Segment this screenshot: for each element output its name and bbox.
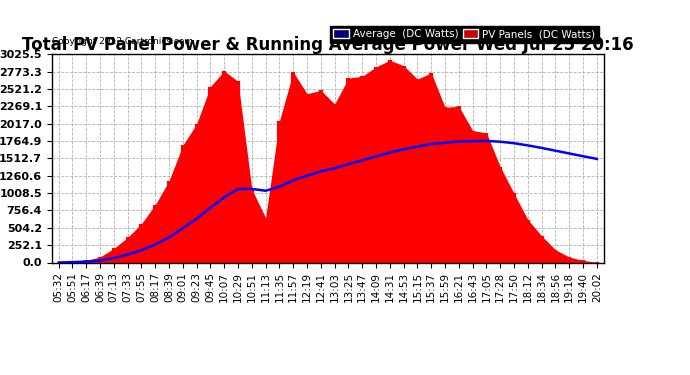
- Title: Total PV Panel Power & Running Average Power Wed Jul 25 20:16: Total PV Panel Power & Running Average P…: [22, 36, 633, 54]
- Text: Copyright 2012 Cartronics.com: Copyright 2012 Cartronics.com: [52, 37, 193, 46]
- Legend: Average  (DC Watts), PV Panels  (DC Watts): Average (DC Watts), PV Panels (DC Watts): [330, 26, 598, 42]
